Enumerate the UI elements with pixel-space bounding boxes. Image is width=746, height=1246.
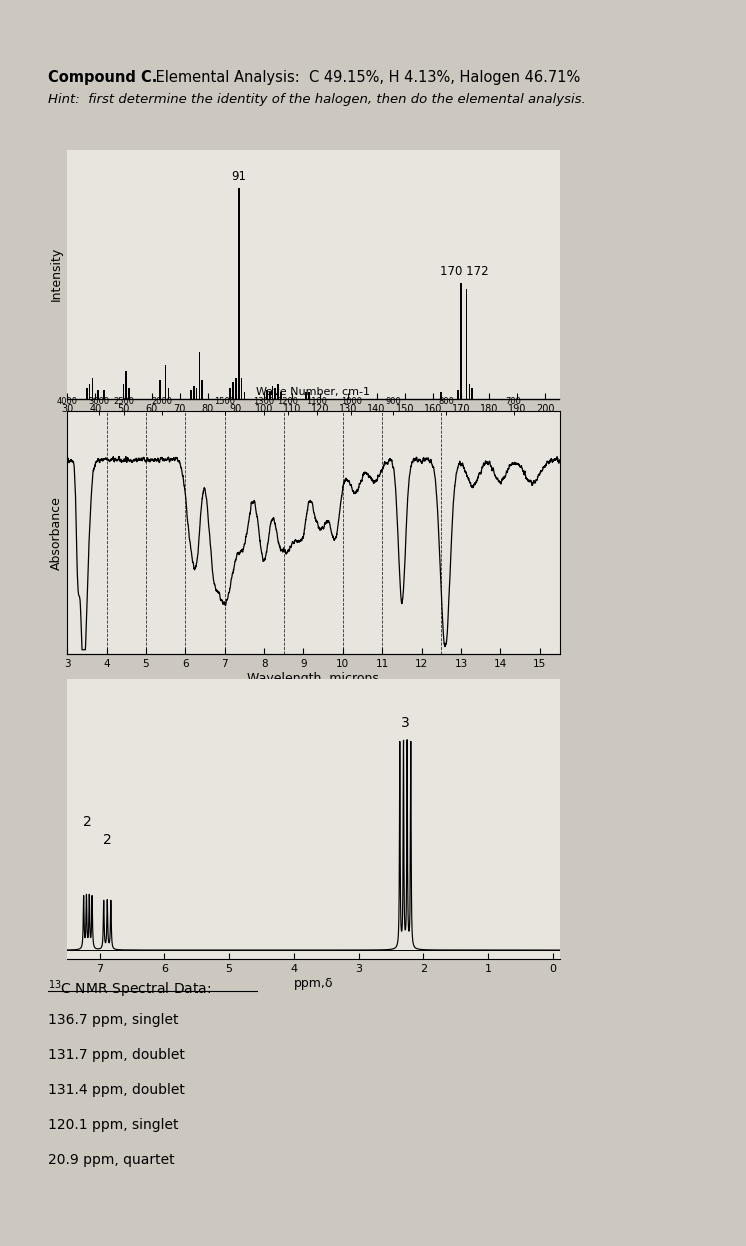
X-axis label: Wave Number, cm-1: Wave Number, cm-1: [257, 386, 370, 396]
Bar: [201, 380, 203, 399]
Bar: [466, 289, 468, 399]
Bar: [190, 390, 192, 399]
Bar: [92, 378, 93, 399]
Y-axis label: Intensity: Intensity: [50, 247, 63, 302]
Text: Compound C.: Compound C.: [48, 70, 158, 85]
X-axis label: m/e: m/e: [300, 416, 327, 430]
Bar: [457, 390, 459, 399]
Text: Elemental Analysis:  C 49.15%, H 4.13%, Halogen 46.71%: Elemental Analysis: C 49.15%, H 4.13%, H…: [151, 70, 580, 85]
Text: 3: 3: [401, 715, 410, 729]
Bar: [193, 386, 195, 399]
Text: 2: 2: [103, 834, 112, 847]
Bar: [305, 392, 307, 399]
Bar: [168, 389, 169, 399]
Text: 20.9 ppm, quartet: 20.9 ppm, quartet: [48, 1153, 175, 1166]
Bar: [269, 392, 271, 399]
Bar: [159, 380, 161, 399]
Bar: [440, 392, 442, 399]
Bar: [195, 389, 198, 399]
Bar: [243, 392, 245, 399]
Bar: [460, 283, 462, 399]
Text: Hint:  first determine the identity of the halogen, then do the elemental analys: Hint: first determine the identity of th…: [48, 93, 586, 106]
Bar: [241, 378, 242, 399]
Y-axis label: Absorbance: Absorbance: [50, 496, 63, 569]
Bar: [230, 389, 231, 399]
Text: 170 172: 170 172: [439, 265, 488, 278]
Bar: [278, 384, 279, 399]
Text: 131.4 ppm, doublet: 131.4 ppm, doublet: [48, 1083, 185, 1096]
Text: 120.1 ppm, singlet: 120.1 ppm, singlet: [48, 1118, 179, 1131]
Bar: [89, 384, 90, 399]
Bar: [128, 389, 130, 399]
Bar: [275, 389, 276, 399]
Bar: [125, 371, 127, 399]
Bar: [272, 386, 273, 399]
Text: $^{13}$C NMR Spectral Data:: $^{13}$C NMR Spectral Data:: [48, 978, 212, 999]
Text: 91: 91: [231, 171, 246, 183]
Bar: [97, 390, 99, 399]
Bar: [308, 392, 310, 399]
Bar: [238, 188, 239, 399]
Text: 136.7 ppm, singlet: 136.7 ppm, singlet: [48, 1013, 179, 1027]
X-axis label: Wavelength, microns: Wavelength, microns: [248, 672, 379, 685]
Bar: [165, 365, 166, 399]
Bar: [468, 384, 470, 399]
Bar: [103, 390, 104, 399]
Bar: [232, 381, 234, 399]
Bar: [266, 390, 268, 399]
Bar: [86, 389, 88, 399]
Text: 131.7 ppm, doublet: 131.7 ppm, doublet: [48, 1048, 185, 1062]
Bar: [122, 384, 125, 399]
X-axis label: ppm,δ: ppm,δ: [294, 977, 333, 991]
Bar: [280, 392, 282, 399]
Bar: [198, 353, 200, 399]
Bar: [235, 378, 236, 399]
Text: 2: 2: [84, 815, 93, 829]
Bar: [471, 389, 473, 399]
